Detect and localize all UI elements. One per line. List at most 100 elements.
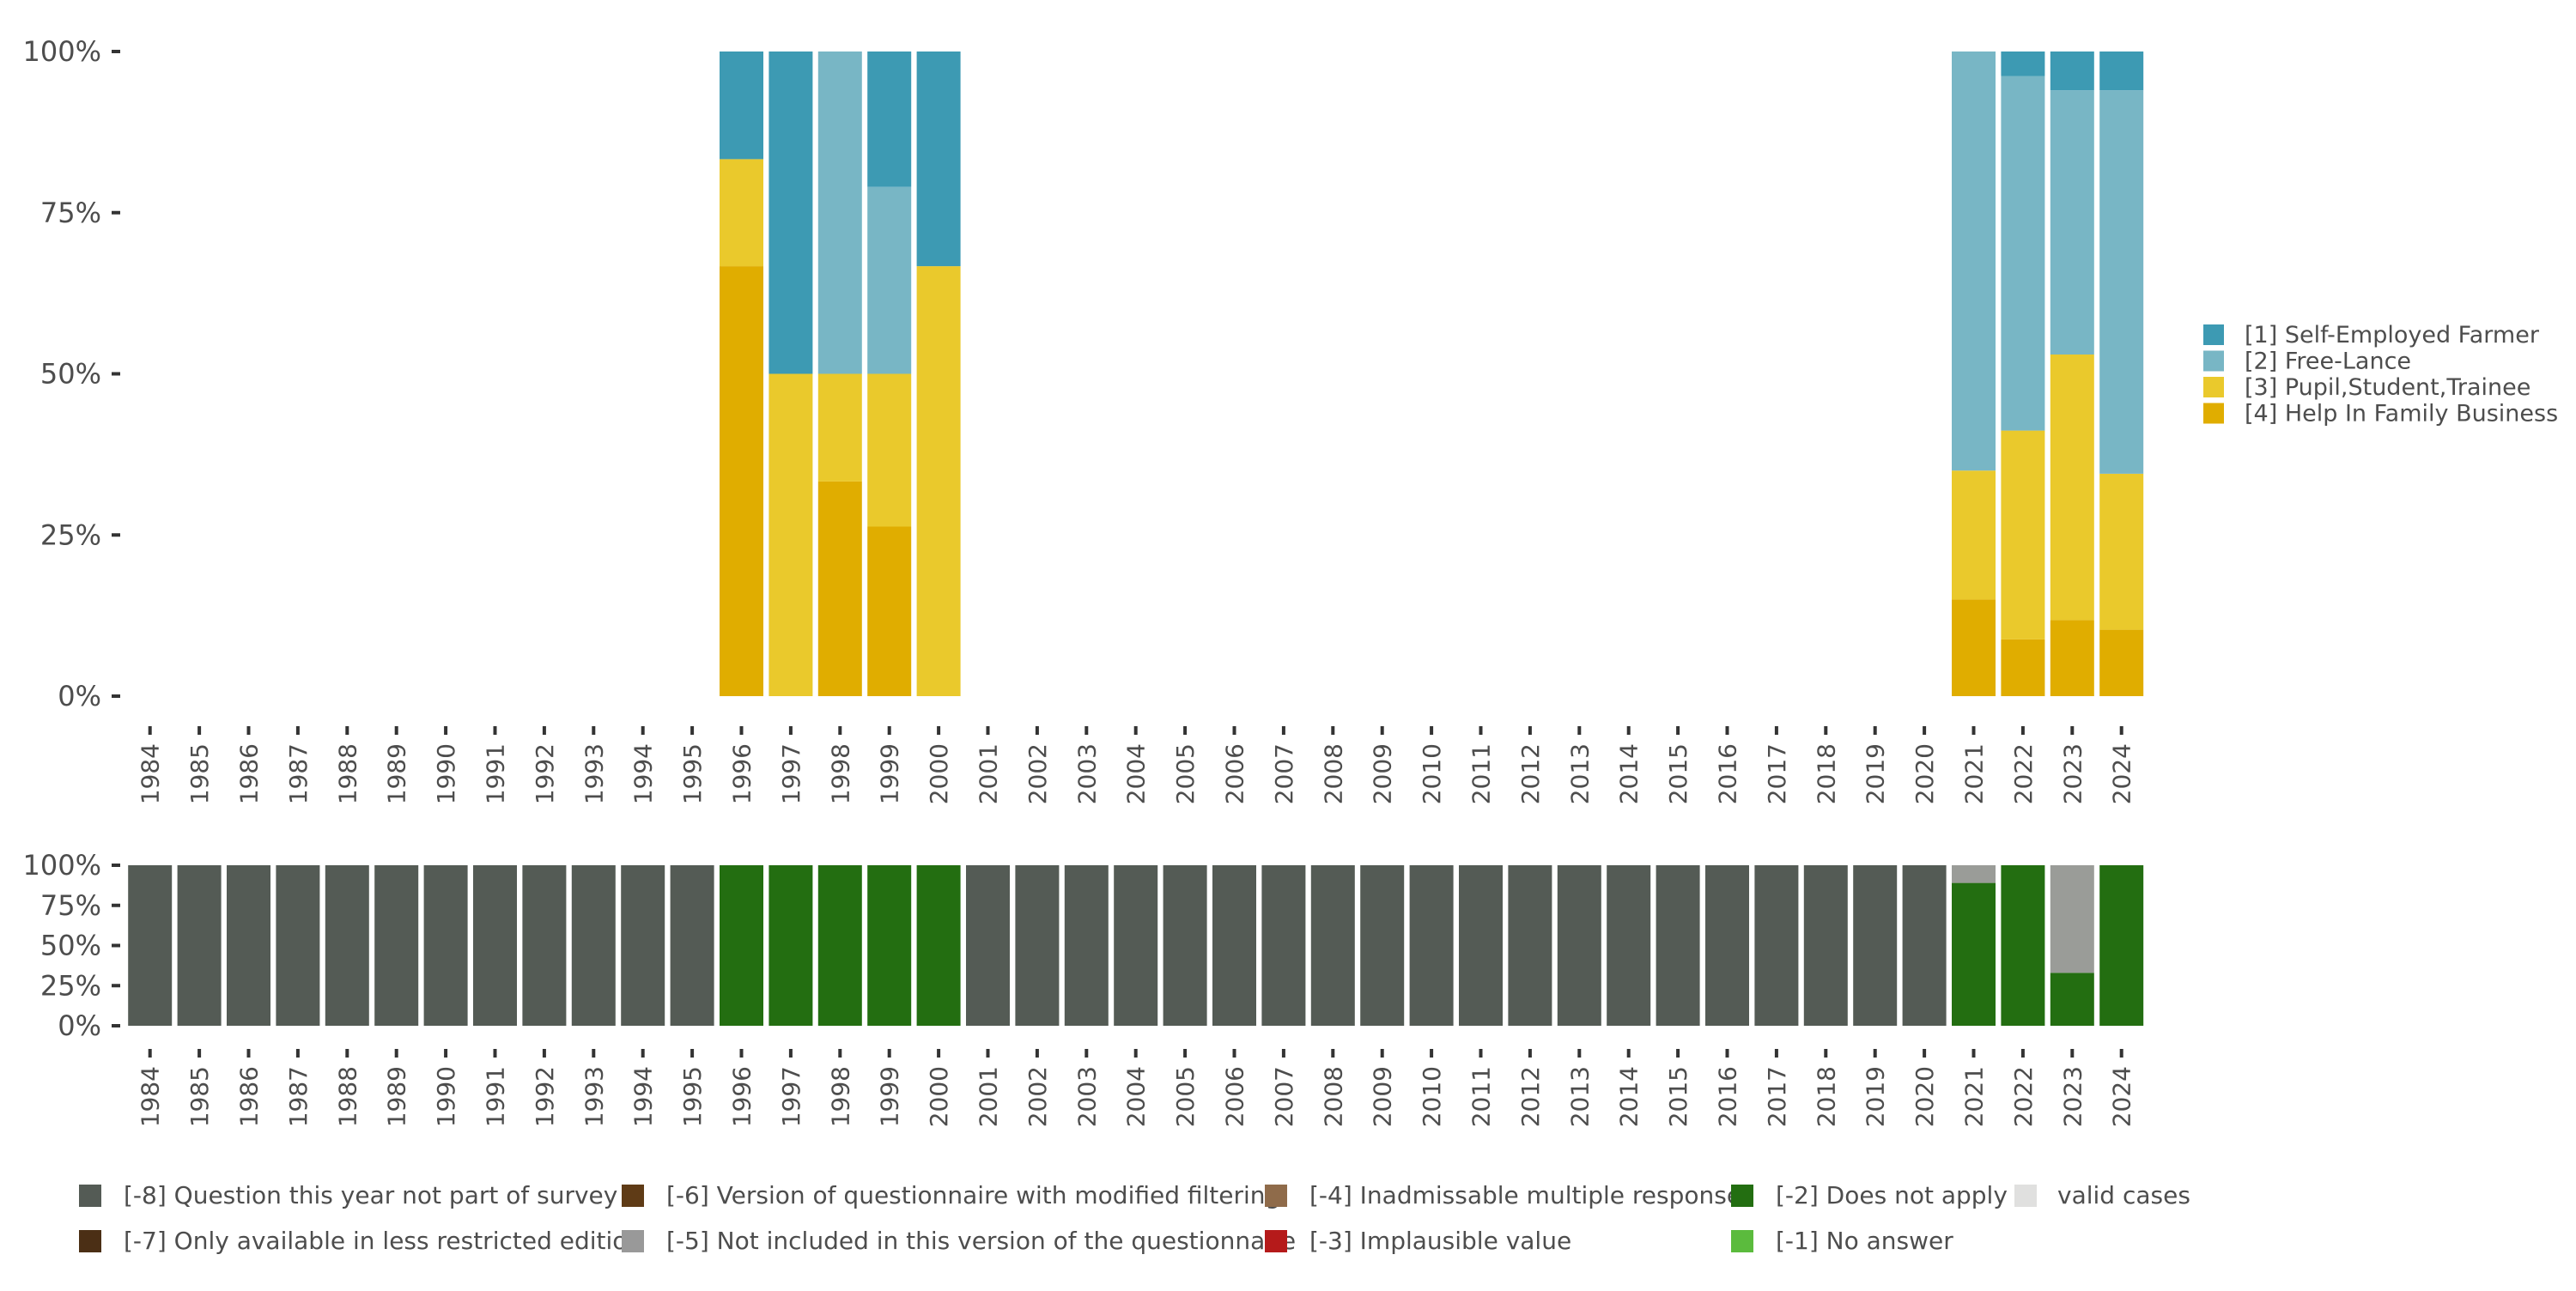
bottom-x-tick-label: 2002 [1024, 1066, 1052, 1127]
top-bar-2024-1-self-employed-farmer [2099, 52, 2144, 91]
top-x-tick-label: 2015 [1664, 743, 1692, 804]
top-y-tick-label: 75% [40, 197, 101, 229]
bottom-x-tick-label: 1986 [235, 1066, 264, 1127]
bottom-bar-1995-8-question-this-year-not-part-of-survey [670, 865, 714, 1026]
bottom-x-tick-label: 2006 [1221, 1066, 1249, 1127]
top-x-tick-label: 1987 [284, 743, 313, 804]
legend-swatch-6-version-of-questionnaire-with-modified-filtering [622, 1185, 644, 1207]
bottom-bar-2023-valid-cases [2050, 865, 2094, 973]
bottom-x-tick-label: 1987 [284, 1066, 313, 1127]
bottom-x-tick-label: 2003 [1072, 1066, 1101, 1127]
top-bar-2022-4-help-in-family-business [2001, 639, 2045, 696]
bottom-bar-2024-2-does-not-apply [2099, 865, 2144, 1026]
top-x-tick-label: 2016 [1714, 743, 1742, 804]
legend-swatch-5-not-included-in-this-version-of-the-questionnaire [622, 1230, 644, 1252]
bottom-bar-2021-valid-cases [1952, 865, 1996, 883]
bottom-bar-2008-8-question-this-year-not-part-of-survey [1310, 865, 1355, 1026]
legend-swatch-3-implausible-value [1265, 1230, 1287, 1252]
bottom-y-tick-label: 50% [40, 930, 101, 962]
legend-label-7-only-available-in-less-restricted-edition: [-7] Only available in less restricted e… [124, 1227, 642, 1255]
top-x-tick-label: 2003 [1072, 743, 1101, 804]
top-x-tick-label: 2006 [1221, 743, 1249, 804]
top-bar-1998-2-free-lance [817, 52, 862, 374]
bottom-x-tick-label: 1999 [876, 1066, 904, 1127]
top-bar-2022-2-free-lance [2001, 76, 2045, 431]
top-bar-2000-1-self-employed-farmer [916, 52, 961, 267]
bottom-x-tick-label: 2018 [1812, 1066, 1840, 1127]
bottom-x-tick-label: 2021 [1960, 1066, 1989, 1127]
bottom-x-tick-label: 1984 [137, 1066, 165, 1127]
legend-label-2-does-not-apply: [-2] Does not apply [1776, 1181, 2008, 1209]
bottom-x-tick-label: 2008 [1319, 1066, 1347, 1127]
bottom-bar-2020-8-question-this-year-not-part-of-survey [1902, 865, 1947, 1026]
top-x-tick-label: 2008 [1319, 743, 1347, 804]
top-bar-1999-1-self-employed-farmer [867, 52, 912, 187]
top-bar-1999-4-help-in-family-business [867, 526, 912, 696]
bottom-bar-1993-8-question-this-year-not-part-of-survey [571, 865, 616, 1026]
top-y-tick-label: 100% [23, 35, 101, 68]
bottom-bar-2018-8-question-this-year-not-part-of-survey [1803, 865, 1848, 1026]
top-x-tick-label: 2013 [1565, 743, 1594, 804]
top-x-tick-label: 1985 [185, 743, 214, 804]
top-x-tick-label: 2005 [1171, 743, 1200, 804]
top-bar-2021-4-help-in-family-business [1952, 599, 1996, 696]
top-bar-2022-3-pupil-student-trainee [2001, 430, 2045, 639]
bottom-bar-2001-8-question-this-year-not-part-of-survey [966, 865, 1010, 1026]
top-bar-1997-1-self-employed-farmer [769, 52, 813, 374]
bottom-x-tick-label: 2014 [1615, 1066, 1643, 1127]
bottom-bar-2011-8-question-this-year-not-part-of-survey [1459, 865, 1503, 1026]
legend-swatch-4-inadmissable-multiple-response [1265, 1185, 1287, 1207]
top-x-tick-label: 1994 [629, 743, 658, 804]
top-x-tick-label: 2011 [1467, 743, 1496, 804]
bottom-x-tick-label: 2010 [1418, 1066, 1446, 1127]
legend-label-6-version-of-questionnaire-with-modified-filtering: [-6] Version of questionnaire with modif… [666, 1181, 1280, 1209]
bottom-x-tick-label: 2023 [2058, 1066, 2087, 1127]
bottom-x-tick-label: 2004 [1122, 1066, 1151, 1127]
top-x-tick-label: 2009 [1369, 743, 1397, 804]
top-x-tick-label: 1999 [876, 743, 904, 804]
bottom-bar-2022-2-does-not-apply [2001, 865, 2045, 1026]
legend-swatch-1-no-answer [1731, 1230, 1753, 1252]
legend-label-2-free-lance: [2] Free-Lance [2245, 349, 2411, 375]
top-bar-2022-1-self-employed-farmer [2001, 52, 2045, 76]
top-x-tick-label: 1989 [383, 743, 411, 804]
bottom-bar-2002-8-question-this-year-not-part-of-survey [1015, 865, 1060, 1026]
legend-swatch-3-pupil-student-trainee [2203, 377, 2224, 397]
top-x-tick-label: 2023 [2058, 743, 2087, 804]
bottom-x-tick-label: 2011 [1467, 1066, 1496, 1127]
bottom-bar-1990-8-question-this-year-not-part-of-survey [423, 865, 468, 1026]
top-x-tick-label: 1990 [432, 743, 460, 804]
top-x-tick-label: 1995 [678, 743, 707, 804]
bottom-x-tick-label: 1994 [629, 1066, 658, 1127]
bottom-x-tick-label: 2016 [1714, 1066, 1742, 1127]
bottom-bar-2005-8-question-this-year-not-part-of-survey [1163, 865, 1207, 1026]
bottom-bar-2004-8-question-this-year-not-part-of-survey [1114, 865, 1158, 1026]
bottom-x-tick-label: 2015 [1664, 1066, 1692, 1127]
top-y-tick-label: 50% [40, 358, 101, 391]
top-x-tick-label: 1998 [826, 743, 854, 804]
top-x-tick-label: 2000 [925, 743, 953, 804]
top-x-tick-label: 1988 [333, 743, 361, 804]
top-x-tick-label: 2010 [1418, 743, 1446, 804]
bottom-bar-2009-8-question-this-year-not-part-of-survey [1360, 865, 1405, 1026]
bottom-x-tick-label: 2005 [1171, 1066, 1200, 1127]
bottom-bar-1999-2-does-not-apply [867, 865, 912, 1026]
top-bar-2023-4-help-in-family-business [2050, 620, 2094, 696]
top-bar-2024-2-free-lance [2099, 90, 2144, 474]
bottom-x-tick-label: 2017 [1763, 1066, 1791, 1127]
top-y-tick-label: 0% [58, 680, 101, 712]
bottom-x-tick-label: 1988 [333, 1066, 361, 1127]
top-x-tick-label: 2012 [1516, 743, 1545, 804]
top-x-tick-label: 2004 [1122, 743, 1151, 804]
top-x-tick-label: 1991 [482, 743, 510, 804]
top-x-tick-label: 2019 [1862, 743, 1890, 804]
bottom-x-tick-label: 2001 [975, 1066, 1003, 1127]
bottom-bar-1991-8-question-this-year-not-part-of-survey [473, 865, 517, 1026]
bottom-x-tick-label: 2019 [1862, 1066, 1890, 1127]
bottom-x-tick-label: 1995 [678, 1066, 707, 1127]
bottom-bar-2000-2-does-not-apply [916, 865, 961, 1026]
bottom-bar-2007-8-question-this-year-not-part-of-survey [1261, 865, 1306, 1026]
bottom-x-tick-label: 1998 [826, 1066, 854, 1127]
bottom-bar-2003-8-question-this-year-not-part-of-survey [1064, 865, 1109, 1026]
bottom-x-tick-label: 2024 [2108, 1066, 2136, 1127]
